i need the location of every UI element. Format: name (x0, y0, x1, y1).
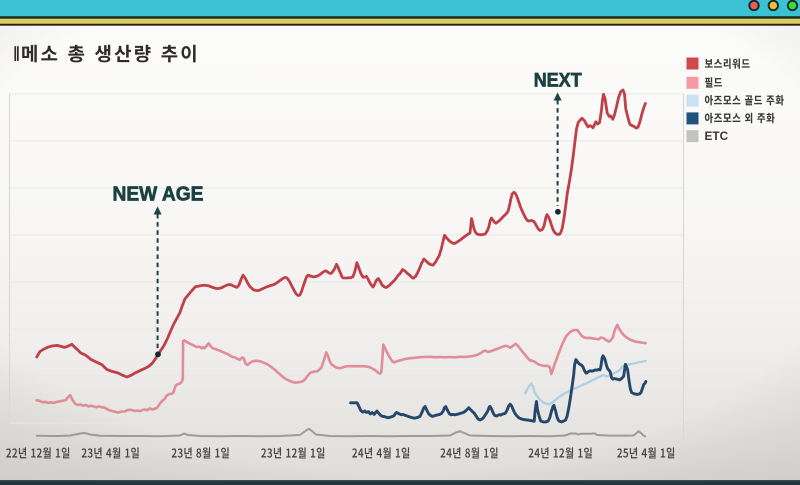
svg-text:ETC: ETC (705, 129, 729, 143)
svg-text:NEW AGE: NEW AGE (113, 184, 204, 206)
svg-text:NEXT: NEXT (534, 70, 582, 92)
